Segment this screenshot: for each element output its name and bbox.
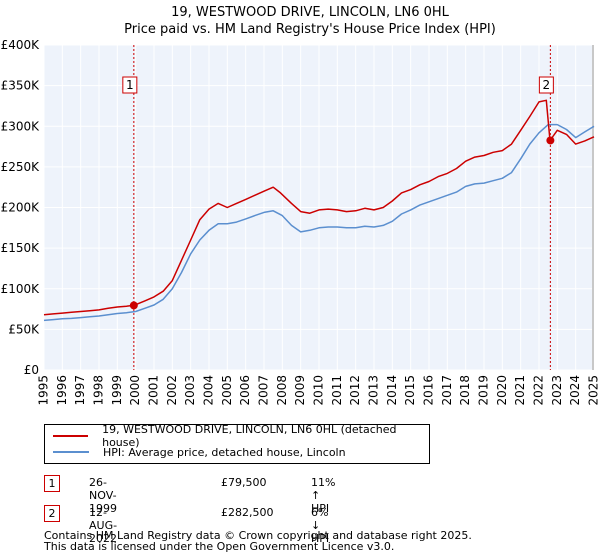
- sale-point: [129, 301, 138, 310]
- x-tick-label: 2015: [403, 375, 417, 406]
- sale-badge-label: 1: [126, 78, 134, 92]
- x-tick-label: 2023: [550, 375, 564, 406]
- x-tick-label: 1998: [92, 375, 106, 406]
- x-tick-label: 2011: [330, 375, 344, 406]
- x-tick-label: 2009: [293, 375, 307, 406]
- x-tick-label: 2013: [367, 375, 381, 406]
- x-tick-label: 2008: [275, 375, 289, 406]
- x-tick-label: 2025: [587, 375, 600, 406]
- y-tick-label: £150K: [1, 241, 41, 255]
- sale-point: [546, 136, 555, 145]
- x-tick-label: 2000: [128, 375, 142, 406]
- sale-price: £79,500: [221, 476, 267, 489]
- sale-markers: [133, 45, 594, 370]
- y-tick-label: £400K: [1, 38, 41, 52]
- y-tick-label: £100K: [1, 282, 41, 296]
- x-tick-label: 2024: [568, 375, 582, 406]
- sale-badge: 2: [44, 505, 60, 522]
- legend-item-property: 19, WESTWOOD DRIVE, LINCOLN, LN6 0HL (de…: [53, 423, 429, 449]
- x-tick-label: 1996: [55, 375, 69, 406]
- x-tick-label: 2019: [477, 375, 491, 406]
- x-tick-label: 2006: [238, 375, 252, 406]
- sale-hpi-change: 11% ↑ HPI: [311, 476, 336, 515]
- x-tick-label: 2002: [165, 375, 179, 406]
- x-tick-label: 2022: [532, 375, 546, 406]
- sale-badge-box: [122, 76, 138, 94]
- x-tick-label: 2010: [312, 375, 326, 406]
- y-tick-label: £50K: [8, 322, 40, 336]
- x-tick-label: 1999: [110, 375, 124, 406]
- legend-label-hpi: HPI: Average price, detached house, Linc…: [103, 445, 346, 459]
- x-tick-label: 2007: [257, 375, 271, 406]
- y-tick-label: £200K: [1, 201, 41, 215]
- sale-hpi-change: 6% ↓ HPI: [311, 506, 330, 545]
- chart-title: 19, WESTWOOD DRIVE, LINCOLN, LN6 0HL: [171, 5, 450, 20]
- x-tick-label: 1997: [73, 375, 87, 406]
- series-line: [43, 123, 595, 322]
- x-tick-label: 2021: [513, 375, 527, 406]
- x-tick-label: 2018: [458, 375, 472, 406]
- y-axis: £0 £50K £100K £150K £200K £250K £300K £350K £400…: [1, 38, 41, 377]
- sale-price: £282,500: [221, 506, 274, 519]
- sale-date: 12-AUG-2022: [89, 506, 118, 545]
- legend-swatch-hpi: [53, 451, 89, 453]
- x-tick-label: 2001: [147, 375, 161, 406]
- sale-badge-label: 2: [543, 78, 551, 92]
- x-tick-label: 2014: [385, 375, 399, 406]
- sale-badge: 1: [44, 475, 60, 492]
- legend: 19, WESTWOOD DRIVE, LINCOLN, LN6 0HL (de…: [44, 423, 430, 464]
- y-tick-label: £250K: [1, 160, 41, 174]
- chart-subtitle: Price paid vs. HM Land Registry's House …: [124, 22, 496, 37]
- footer-line-1: Contains HM Land Registry data © Crown c…: [44, 529, 472, 542]
- y-tick-label: £0: [24, 363, 39, 377]
- sale-date: 26-NOV-1999: [89, 476, 117, 515]
- x-tick-label: 2016: [422, 375, 436, 406]
- x-tick-label: 2017: [440, 375, 454, 406]
- footer-line-2: This data is licensed under the Open Gov…: [44, 540, 395, 553]
- x-axis: 1995 1996 1997 1998 1999 2000 2001 2002 2003 2004…: [37, 375, 600, 406]
- x-tick-label: 2004: [202, 375, 216, 406]
- y-tick-label: £300K: [1, 119, 41, 133]
- price-chart: 19, WESTWOOD DRIVE, LINCOLN, LN6 0HL Pri…: [1, 5, 600, 406]
- x-tick-label: 2020: [495, 375, 509, 406]
- legend-label-property: 19, WESTWOOD DRIVE, LINCOLN, LN6 0HL (de…: [102, 423, 397, 449]
- x-tick-label: 2005: [220, 375, 234, 406]
- y-tick-label: £350K: [1, 79, 41, 93]
- sale-badge-box: [538, 76, 554, 94]
- legend-swatch-property: [53, 435, 89, 437]
- x-tick-label: 2003: [183, 375, 197, 406]
- footer: Contains HM Land Registry data © Crown c…: [44, 530, 472, 552]
- x-tick-label: 2012: [348, 375, 362, 406]
- legend-item-hpi: HPI: Average price, detached house, Linc…: [53, 444, 346, 460]
- x-tick-label: 1995: [37, 375, 51, 406]
